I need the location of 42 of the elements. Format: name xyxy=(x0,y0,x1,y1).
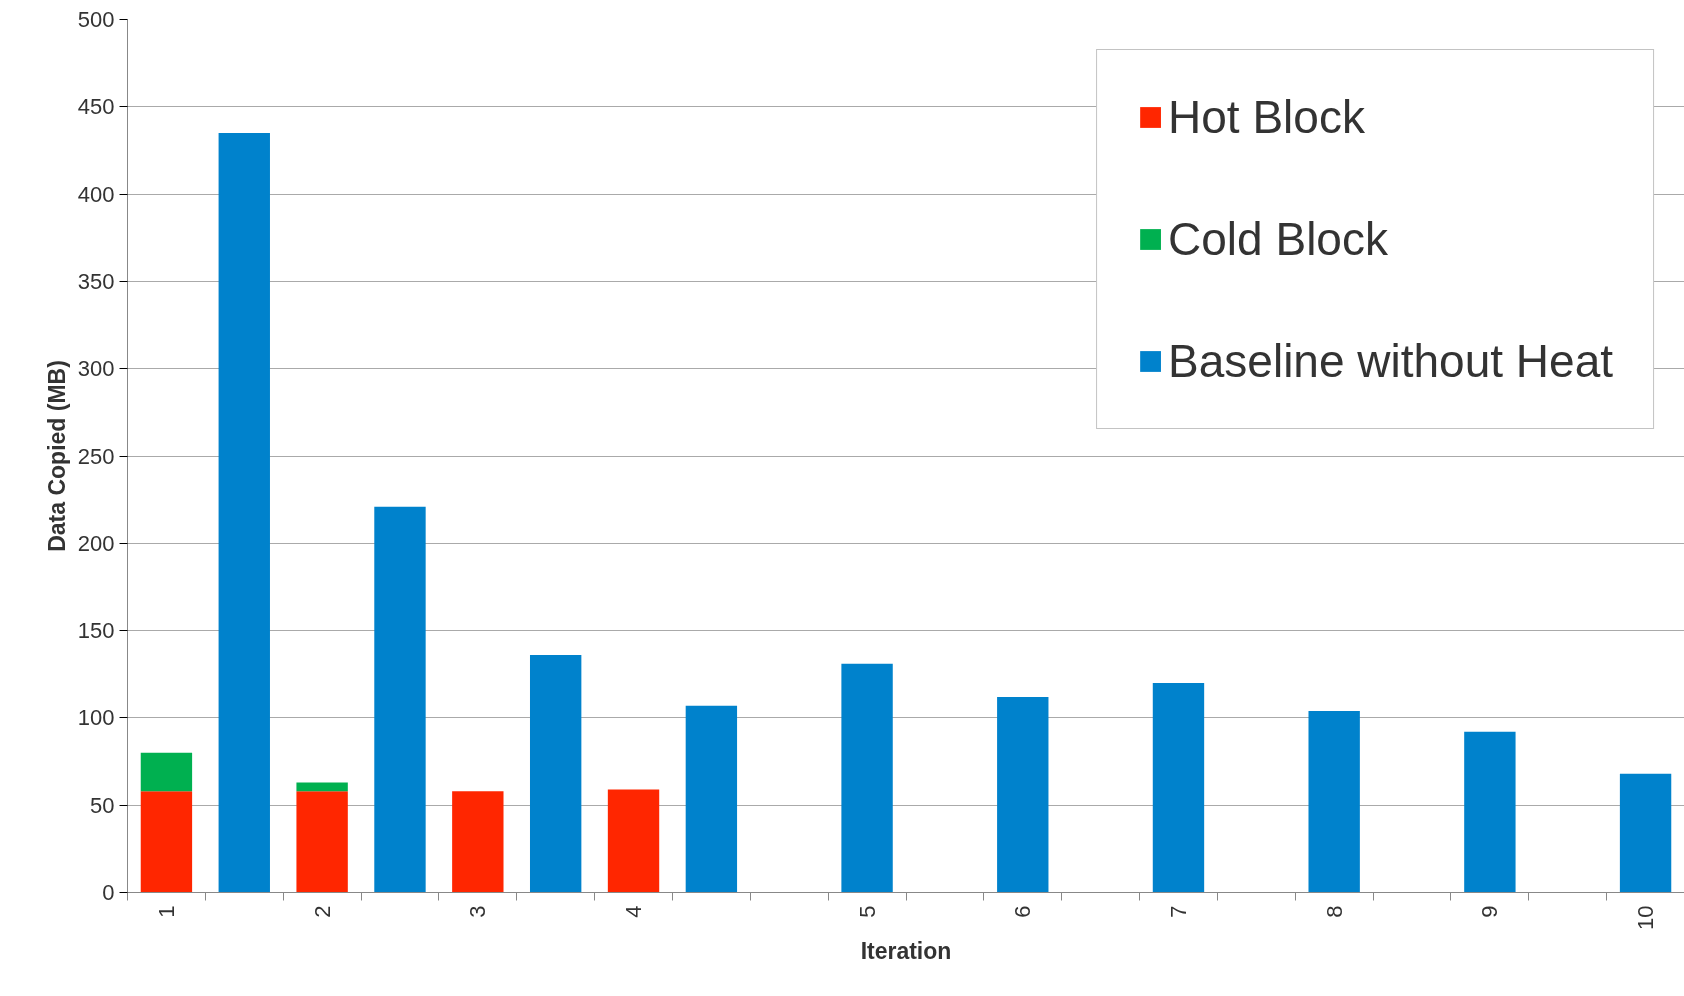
y-tick-label: 250 xyxy=(77,443,115,469)
legend-label: Cold Block xyxy=(1168,212,1388,266)
y-tick-label: 350 xyxy=(77,268,115,294)
x-axis-title: Iteration xyxy=(860,937,952,964)
legend-label: Hot Block xyxy=(1168,90,1365,144)
bar xyxy=(374,506,426,893)
x-tick-label: 5 xyxy=(854,905,880,918)
bar xyxy=(1619,773,1672,893)
y-tick-label: 150 xyxy=(77,618,115,644)
x-tick-label: 6 xyxy=(1010,905,1036,918)
y-tick-label: 500 xyxy=(77,7,115,32)
x-tick-label: 10 xyxy=(1633,905,1659,930)
x-tick-label: 1 xyxy=(153,905,179,918)
x-tick-label: 4 xyxy=(621,905,647,918)
bar xyxy=(529,655,582,893)
bar xyxy=(296,791,348,893)
legend-label: Baseline without Heat xyxy=(1168,334,1613,388)
bar xyxy=(140,791,193,893)
y-tick-label: 100 xyxy=(77,705,115,731)
y-tick-label: 400 xyxy=(77,181,115,207)
bar xyxy=(296,782,348,792)
y-tick-label: 200 xyxy=(77,530,115,556)
x-tick-label: 8 xyxy=(1321,905,1347,918)
bar xyxy=(841,663,893,893)
bar xyxy=(1464,731,1516,893)
x-tick-label: 2 xyxy=(309,905,335,918)
bar xyxy=(997,696,1049,893)
bar xyxy=(685,705,738,893)
x-tick-label: 7 xyxy=(1165,905,1191,918)
y-tick-label: 0 xyxy=(102,880,115,905)
x-tick-label: 9 xyxy=(1477,905,1503,918)
x-tick-label: 3 xyxy=(465,905,491,918)
bar xyxy=(1152,682,1205,893)
bar xyxy=(1308,710,1360,893)
bar xyxy=(607,789,660,893)
bar xyxy=(140,752,193,792)
bar xyxy=(218,132,270,893)
y-tick-label: 450 xyxy=(77,94,115,120)
bar xyxy=(452,791,504,893)
y-tick-label: 50 xyxy=(90,792,115,818)
y-tick-label: 300 xyxy=(77,356,115,382)
y-axis-title: Data Copied (MB) xyxy=(43,360,70,552)
